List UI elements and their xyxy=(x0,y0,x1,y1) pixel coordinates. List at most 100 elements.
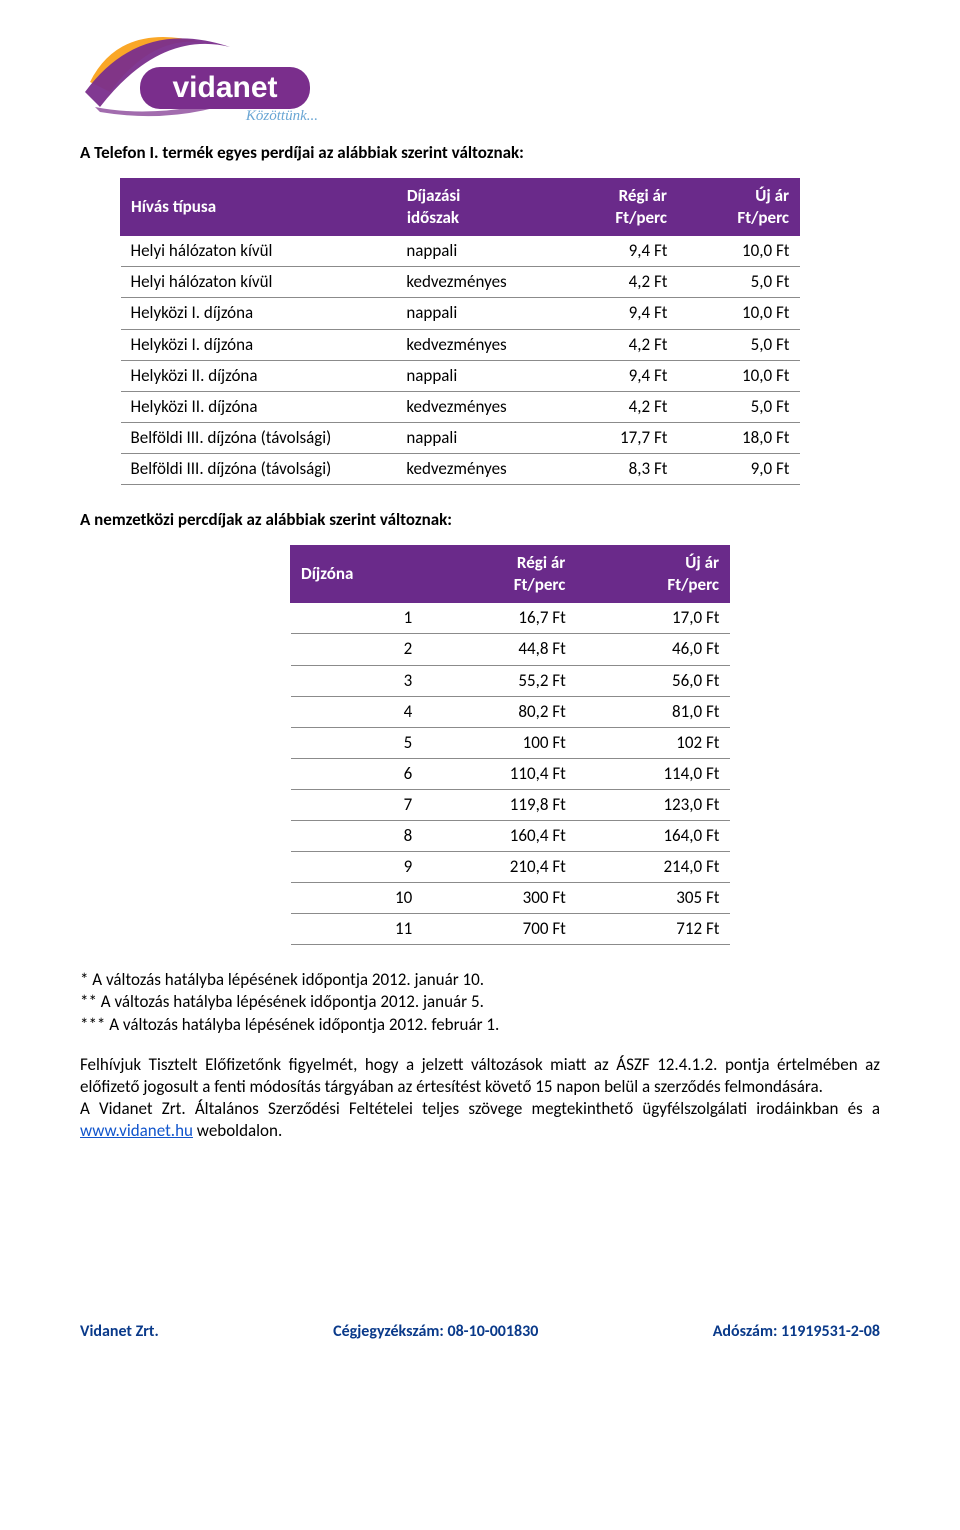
cell: 712 Ft xyxy=(576,914,730,945)
th-call-type: Hívás típusa xyxy=(121,179,397,236)
table-row: 480,2 Ft81,0 Ft xyxy=(291,696,730,727)
cell: kedvezményes xyxy=(396,329,555,360)
cell: kedvezményes xyxy=(396,391,555,422)
table-row: 9210,4 Ft214,0 Ft xyxy=(291,852,730,883)
cell: Helyközi I. díjzóna xyxy=(121,329,397,360)
cell: 8,3 Ft xyxy=(555,453,677,484)
table-row: Belföldi III. díjzóna (távolsági)nappali… xyxy=(121,422,800,453)
cell: kedvezményes xyxy=(396,453,555,484)
footer-tax: Adószám: 11919531-2-08 xyxy=(713,1322,880,1343)
table-row: 11700 Ft712 Ft xyxy=(291,914,730,945)
cell: 300 Ft xyxy=(422,883,576,914)
heading-international: A nemzetközi percdíjak az alábbiak szeri… xyxy=(80,509,880,531)
table-row: Helyi hálózaton kívülkedvezményes4,2 Ft5… xyxy=(121,267,800,298)
table-row: 6110,4 Ft114,0 Ft xyxy=(291,758,730,789)
cell: 81,0 Ft xyxy=(576,696,730,727)
cell: Belföldi III. díjzóna (távolsági) xyxy=(121,453,397,484)
cell: 56,0 Ft xyxy=(576,665,730,696)
cell: 4,2 Ft xyxy=(555,267,677,298)
cell: 18,0 Ft xyxy=(677,422,799,453)
cell: 100 Ft xyxy=(422,727,576,758)
cell: nappali xyxy=(396,236,555,267)
cell: nappali xyxy=(396,422,555,453)
cell: 5 xyxy=(291,727,423,758)
cell: Helyközi I. díjzóna xyxy=(121,298,397,329)
heading-telefon: A Telefon I. termék egyes perdíjai az al… xyxy=(80,142,880,164)
cell: 2 xyxy=(291,634,423,665)
link-vidanet[interactable]: www.vidanet.hu xyxy=(80,1120,193,1141)
body-line2-pre: A Vidanet Zrt. Általános Szerződési Felt… xyxy=(80,1098,880,1119)
cell: 6 xyxy=(291,758,423,789)
cell: 214,0 Ft xyxy=(576,852,730,883)
th-new-price-intl: Új árFt/perc xyxy=(576,546,730,603)
cell: 17,7 Ft xyxy=(555,422,677,453)
cell: nappali xyxy=(396,360,555,391)
table-row: 5100 Ft102 Ft xyxy=(291,727,730,758)
table-call-rates: Hívás típusa Díjazásiidőszak Régi árFt/p… xyxy=(120,178,800,485)
cell: 102 Ft xyxy=(576,727,730,758)
cell: 3 xyxy=(291,665,423,696)
cell: 210,4 Ft xyxy=(422,852,576,883)
cell: 10,0 Ft xyxy=(677,236,799,267)
cell: 164,0 Ft xyxy=(576,820,730,851)
cell: 160,4 Ft xyxy=(422,820,576,851)
cell: 4 xyxy=(291,696,423,727)
cell: 5,0 Ft xyxy=(677,329,799,360)
cell: nappali xyxy=(396,298,555,329)
cell: 305 Ft xyxy=(576,883,730,914)
vidanet-logo-icon: vidanet Közöttünk... xyxy=(80,12,340,132)
table-row: 355,2 Ft56,0 Ft xyxy=(291,665,730,696)
logo-tagline-text: Közöttünk... xyxy=(245,108,318,124)
footer-reg: Cégjegyzékszám: 08-10-001830 xyxy=(333,1322,538,1343)
cell: 9 xyxy=(291,852,423,883)
cell: 4,2 Ft xyxy=(555,329,677,360)
table-row: Belföldi III. díjzóna (távolsági)kedvezm… xyxy=(121,453,800,484)
cell: 9,4 Ft xyxy=(555,236,677,267)
table-row: 7119,8 Ft123,0 Ft xyxy=(291,789,730,820)
th-zone: Díjzóna xyxy=(291,546,423,603)
cell: kedvezményes xyxy=(396,267,555,298)
cell: 114,0 Ft xyxy=(576,758,730,789)
cell: 46,0 Ft xyxy=(576,634,730,665)
footnotes: * A változás hatályba lépésének időpontj… xyxy=(80,969,880,1035)
cell: 11 xyxy=(291,914,423,945)
cell: 110,4 Ft xyxy=(422,758,576,789)
th-old-price: Régi árFt/perc xyxy=(555,179,677,236)
table-row: 8160,4 Ft164,0 Ft xyxy=(291,820,730,851)
cell: 80,2 Ft xyxy=(422,696,576,727)
footer-company: Vidanet Zrt. xyxy=(80,1322,159,1343)
table-intl-rates: Díjzóna Régi árFt/perc Új árFt/perc 116,… xyxy=(290,545,730,945)
cell: 119,8 Ft xyxy=(422,789,576,820)
cell: Helyközi II. díjzóna xyxy=(121,360,397,391)
page-footer: Vidanet Zrt. Cégjegyzékszám: 08-10-00183… xyxy=(80,1322,880,1343)
cell: 5,0 Ft xyxy=(677,391,799,422)
cell: Helyi hálózaton kívül xyxy=(121,267,397,298)
cell: 9,4 Ft xyxy=(555,298,677,329)
cell: 10 xyxy=(291,883,423,914)
table-row: Helyközi I. díjzónanappali9,4 Ft10,0 Ft xyxy=(121,298,800,329)
table-row: Helyközi I. díjzónakedvezményes4,2 Ft5,0… xyxy=(121,329,800,360)
cell: 9,4 Ft xyxy=(555,360,677,391)
table-row: 10300 Ft305 Ft xyxy=(291,883,730,914)
cell: 5,0 Ft xyxy=(677,267,799,298)
cell: 55,2 Ft xyxy=(422,665,576,696)
table-row: 244,8 Ft46,0 Ft xyxy=(291,634,730,665)
cell: 44,8 Ft xyxy=(422,634,576,665)
footnote-1: * A változás hatályba lépésének időpontj… xyxy=(80,969,880,991)
cell: 9,0 Ft xyxy=(677,453,799,484)
cell: Belföldi III. díjzóna (távolsági) xyxy=(121,422,397,453)
logo: vidanet Közöttünk... xyxy=(80,0,880,136)
cell: 10,0 Ft xyxy=(677,298,799,329)
body-line2-post: weboldalon. xyxy=(193,1120,282,1141)
table-row: Helyi hálózaton kívülnappali9,4 Ft10,0 F… xyxy=(121,236,800,267)
cell: 10,0 Ft xyxy=(677,360,799,391)
cell: 17,0 Ft xyxy=(576,603,730,634)
logo-brand-text: vidanet xyxy=(172,71,277,104)
footnote-2: ** A változás hatályba lépésének időpont… xyxy=(80,991,880,1013)
cell: 16,7 Ft xyxy=(422,603,576,634)
cell: 123,0 Ft xyxy=(576,789,730,820)
cell: Helyközi II. díjzóna xyxy=(121,391,397,422)
cell: Helyi hálózaton kívül xyxy=(121,236,397,267)
cell: 8 xyxy=(291,820,423,851)
body-paragraph: Felhívjuk Tisztelt Előfizetőnk figyelmét… xyxy=(80,1054,880,1142)
